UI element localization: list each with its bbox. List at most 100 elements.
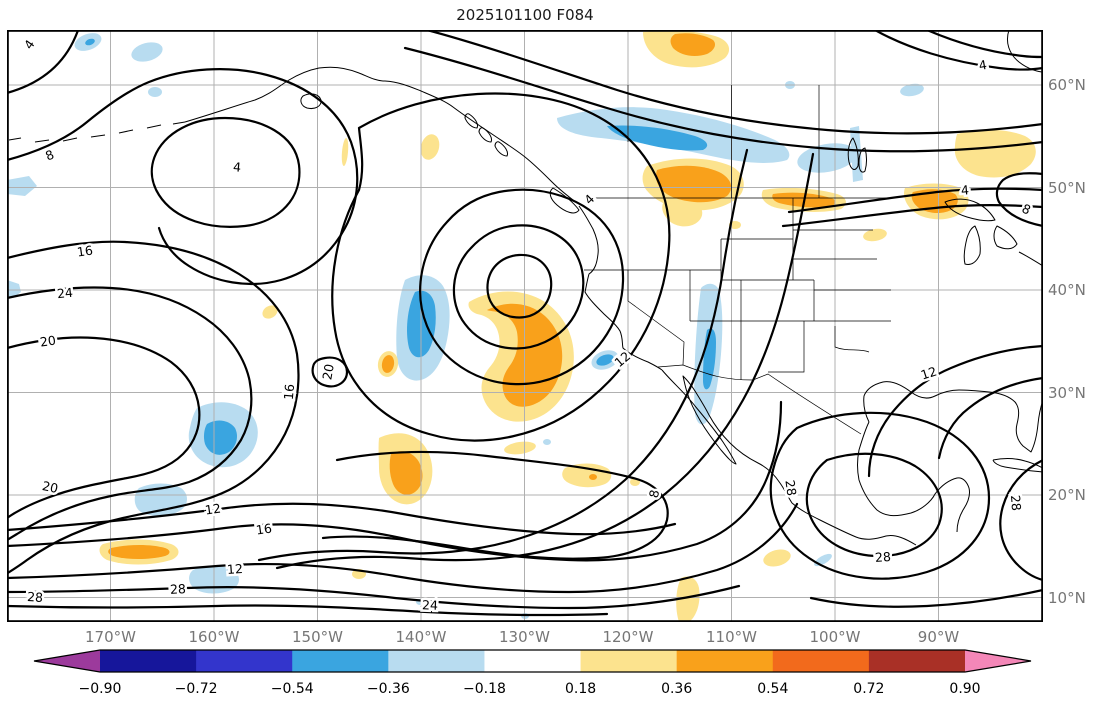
state-border bbox=[657, 364, 862, 435]
shaded-region-lightblue bbox=[131, 42, 163, 62]
contour-label: 28 bbox=[1008, 494, 1024, 511]
contour-line bbox=[486, 253, 553, 319]
shaded-region-orange bbox=[655, 165, 732, 203]
y-tick-label: 50°N bbox=[1048, 178, 1086, 197]
shaded-region-cyan bbox=[607, 125, 708, 151]
contour-label: 8 bbox=[646, 488, 662, 499]
colorbar-segment bbox=[292, 650, 389, 672]
contour-line bbox=[7, 502, 677, 536]
contour-line bbox=[7, 336, 201, 520]
contour-label: 12 bbox=[919, 363, 939, 382]
shaded-region-lightblue bbox=[543, 439, 551, 445]
shaded-region-yellow bbox=[420, 134, 440, 160]
colorbar-tick-label: 0.90 bbox=[949, 681, 980, 697]
x-tick-label: 100°W bbox=[809, 628, 861, 646]
state-border bbox=[768, 321, 805, 373]
colorbar-tick-label: 0.18 bbox=[565, 681, 596, 697]
contour-label: 8 bbox=[1020, 201, 1034, 218]
coastline bbox=[992, 458, 1043, 473]
colorbar-under-arrow bbox=[34, 650, 100, 672]
y-tick-label: 20°N bbox=[1048, 486, 1086, 504]
contour-label: 16 bbox=[255, 520, 273, 537]
contour-label: 16 bbox=[281, 383, 297, 400]
contour-line bbox=[867, 344, 1043, 478]
contour-label: 16 bbox=[76, 242, 94, 259]
y-tick-label: 30°N bbox=[1048, 383, 1086, 402]
shaded-region-orange bbox=[381, 355, 395, 373]
contour-line bbox=[452, 224, 585, 350]
colorbar-segment bbox=[772, 650, 870, 672]
state-border bbox=[834, 326, 870, 353]
contour-label: 24 bbox=[56, 285, 73, 302]
x-tick-label: 140°W bbox=[395, 628, 447, 646]
contour-line bbox=[809, 588, 1043, 608]
shaded-region-yellow bbox=[262, 305, 278, 319]
contour-line bbox=[781, 187, 1043, 228]
contour-line bbox=[995, 172, 1043, 228]
x-tick-label: 130°W bbox=[499, 628, 550, 646]
shaded-region-yellow bbox=[763, 549, 791, 567]
shaded-region-orange bbox=[108, 545, 170, 559]
contour-label: 20 bbox=[319, 363, 337, 381]
contour-line bbox=[419, 188, 625, 386]
colorbar-tick-label: −0.18 bbox=[463, 681, 506, 697]
coastline bbox=[944, 198, 1043, 267]
coastline bbox=[1006, 30, 1043, 73]
shaded-region-lightblue bbox=[900, 83, 924, 97]
contour-line bbox=[403, 46, 1043, 153]
x-tick-label: 110°W bbox=[706, 628, 757, 646]
contour-line bbox=[7, 604, 609, 617]
coastline bbox=[184, 66, 578, 204]
contour-line bbox=[937, 376, 1043, 460]
coastline bbox=[300, 93, 322, 109]
contour-line bbox=[150, 116, 301, 228]
contour-label: 28 bbox=[782, 479, 799, 497]
shaded-region-orange bbox=[670, 33, 715, 56]
contour-line bbox=[925, 30, 1043, 59]
coastline bbox=[578, 205, 663, 371]
coastline bbox=[857, 421, 970, 533]
contour-label: 4 bbox=[232, 159, 241, 175]
contour-line bbox=[7, 240, 300, 575]
contour-label: 12 bbox=[226, 561, 243, 577]
contour-line bbox=[7, 584, 741, 610]
shaded-region-lightblue bbox=[148, 87, 162, 97]
contour-line bbox=[321, 450, 669, 560]
colorbar-tick-label: −0.54 bbox=[271, 681, 314, 697]
shaded-region-orange bbox=[589, 474, 597, 480]
contour-line bbox=[275, 152, 815, 570]
state-border bbox=[720, 198, 814, 281]
state-border bbox=[627, 270, 685, 366]
contour-label: 4 bbox=[960, 182, 969, 198]
shaded-region-yellow bbox=[954, 129, 1036, 178]
contour-line bbox=[7, 400, 783, 562]
colorbar-segment bbox=[868, 650, 966, 672]
coastline bbox=[464, 113, 508, 157]
map-frame bbox=[7, 30, 1043, 622]
colorbar-segment bbox=[676, 650, 774, 672]
shaded-region-yellow bbox=[662, 198, 703, 227]
colorbar-segment bbox=[196, 650, 293, 672]
contour-line bbox=[7, 30, 80, 95]
contour-label: 8 bbox=[43, 147, 56, 164]
contour-label: 28 bbox=[170, 581, 187, 597]
contour-label: 20 bbox=[39, 332, 57, 349]
x-tick-label: 170°W bbox=[85, 628, 136, 646]
contour-label: 28 bbox=[27, 589, 44, 605]
colorbar: −0.90 −0.72 −0.54 −0.36 −0.18 0.18 0.36 0.54 0.7… bbox=[33, 649, 1032, 697]
contour-line bbox=[7, 68, 359, 286]
contour-line bbox=[257, 148, 749, 562]
colorbar-tick-label: −0.90 bbox=[79, 681, 122, 697]
shaded-region-cyan bbox=[596, 354, 614, 366]
contour-line bbox=[873, 30, 1043, 71]
colorbar-tick-label: 0.36 bbox=[661, 681, 692, 697]
shaded-region-yellow bbox=[676, 576, 700, 622]
x-tick-label: 150°W bbox=[292, 628, 343, 646]
shaded-region-lightblue bbox=[7, 176, 37, 196]
colorbar-segment bbox=[100, 650, 197, 672]
contour-line bbox=[999, 458, 1043, 582]
colorbar-segment bbox=[484, 650, 582, 672]
contour-label: 20 bbox=[41, 478, 60, 496]
coastline bbox=[661, 369, 917, 546]
colorbar-tick-label: 0.54 bbox=[757, 681, 788, 697]
